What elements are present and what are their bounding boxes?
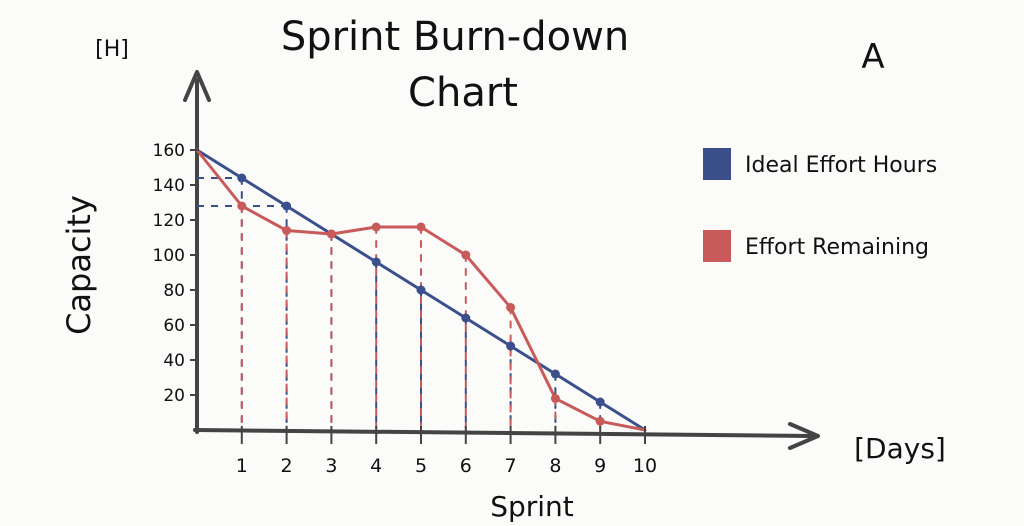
- y-tick-label: 160: [153, 141, 185, 161]
- y-axis-arrowhead: [183, 70, 211, 102]
- y-tick-label: 40: [163, 351, 185, 371]
- x-unit-label: [Days]: [854, 432, 946, 465]
- data-point: [416, 222, 426, 232]
- y-tick-label: 80: [163, 281, 185, 301]
- x-tick-label: 2: [281, 455, 293, 477]
- data-point: [282, 226, 292, 235]
- chart-title-line-2: Chart: [408, 70, 518, 116]
- data-point: [506, 341, 516, 351]
- series-points: [237, 173, 605, 426]
- x-tick-label: 4: [370, 455, 382, 477]
- data-point: [550, 369, 560, 379]
- data-point: [416, 285, 426, 295]
- data-point: [371, 257, 381, 267]
- x-tick-label: 9: [594, 455, 606, 477]
- data-point: [237, 173, 247, 183]
- y-unit-label: [H]: [95, 37, 129, 62]
- x-tick-label: 5: [415, 455, 427, 477]
- chart-title-line-1: Sprint Burn-down: [281, 14, 629, 60]
- x-tick-label: 10: [633, 455, 657, 477]
- x-tick-label: 8: [549, 455, 561, 477]
- chart-title: Sprint Burn-down Chart: [281, 14, 629, 116]
- legend-swatch: [703, 148, 731, 180]
- legend-swatch: [703, 230, 731, 262]
- data-point: [461, 313, 471, 323]
- y-tick-label: 60: [163, 316, 185, 336]
- data-point: [326, 229, 336, 239]
- data-point: [595, 416, 605, 426]
- data-point: [550, 394, 560, 403]
- x-tick-label: 3: [325, 455, 337, 477]
- corner-letter: A: [861, 37, 884, 77]
- data-point: [371, 222, 381, 232]
- tick-labels: 20 40 60 80 100 120 140 160 1 2 3 4 5 6 7 8 9 10: [153, 141, 658, 477]
- x-tick-label: 1: [236, 455, 248, 477]
- x-axis-line: [193, 428, 814, 438]
- y-tick-label: 100: [153, 246, 185, 266]
- legend-label: Effort Remaining: [745, 235, 929, 260]
- y-tick-label: 120: [153, 211, 185, 231]
- x-tick-label: 7: [505, 455, 517, 477]
- data-point: [282, 201, 292, 211]
- x-axis-arrowhead: [788, 422, 820, 450]
- data-point: [237, 201, 247, 211]
- y-tick-label: 140: [153, 176, 185, 196]
- legend: Ideal Effort Hours Effort Remaining: [703, 148, 937, 262]
- y-tick-label: 20: [163, 386, 185, 406]
- data-point: [461, 250, 471, 260]
- x-axis-label: Sprint: [490, 490, 574, 523]
- data-point: [506, 303, 516, 312]
- y-axis-label: Capacity: [60, 195, 98, 335]
- legend-label: Ideal Effort Hours: [745, 153, 937, 178]
- x-tick-label: 6: [460, 455, 472, 477]
- drop-guides: [197, 177, 602, 429]
- data-point: [595, 397, 605, 407]
